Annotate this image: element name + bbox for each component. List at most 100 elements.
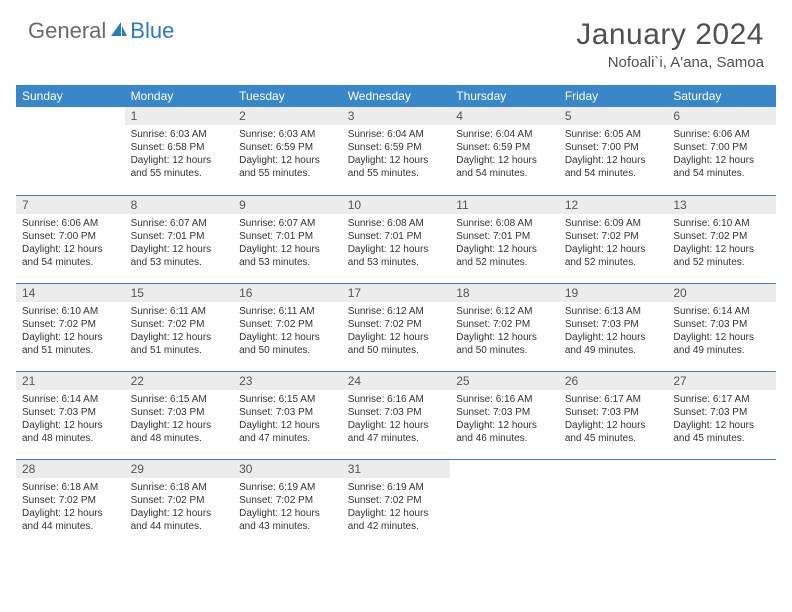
calendar-day-cell: 4Sunrise: 6:04 AMSunset: 6:59 PMDaylight… <box>450 107 559 195</box>
day-body: Sunrise: 6:09 AMSunset: 7:02 PMDaylight:… <box>559 214 668 273</box>
calendar-day-cell: 17Sunrise: 6:12 AMSunset: 7:02 PMDayligh… <box>342 283 451 371</box>
day-body: Sunrise: 6:18 AMSunset: 7:02 PMDaylight:… <box>16 478 125 537</box>
calendar-day-cell: 27Sunrise: 6:17 AMSunset: 7:03 PMDayligh… <box>667 371 776 459</box>
day-number: 8 <box>125 196 234 214</box>
day-body: Sunrise: 6:07 AMSunset: 7:01 PMDaylight:… <box>125 214 234 273</box>
calendar-day-cell: 30Sunrise: 6:19 AMSunset: 7:02 PMDayligh… <box>233 459 342 547</box>
day-number: 10 <box>342 196 451 214</box>
day-number: 3 <box>342 107 451 125</box>
calendar-day-cell: 18Sunrise: 6:12 AMSunset: 7:02 PMDayligh… <box>450 283 559 371</box>
day-number: 19 <box>559 284 668 302</box>
title-block: January 2024 Nofoali`i, A'ana, Samoa <box>576 18 764 71</box>
day-number: 16 <box>233 284 342 302</box>
calendar-week-row: 28Sunrise: 6:18 AMSunset: 7:02 PMDayligh… <box>16 459 776 547</box>
day-body: Sunrise: 6:12 AMSunset: 7:02 PMDaylight:… <box>450 302 559 361</box>
calendar-week-row: 7Sunrise: 6:06 AMSunset: 7:00 PMDaylight… <box>16 195 776 283</box>
month-title: January 2024 <box>576 18 764 52</box>
day-number: 17 <box>342 284 451 302</box>
calendar-day-cell: 21Sunrise: 6:14 AMSunset: 7:03 PMDayligh… <box>16 371 125 459</box>
day-number: 29 <box>125 460 234 478</box>
day-body: Sunrise: 6:15 AMSunset: 7:03 PMDaylight:… <box>125 390 234 449</box>
day-body: Sunrise: 6:10 AMSunset: 7:02 PMDaylight:… <box>16 302 125 361</box>
page-header: General Blue January 2024 Nofoali`i, A'a… <box>0 0 792 79</box>
day-body: Sunrise: 6:10 AMSunset: 7:02 PMDaylight:… <box>667 214 776 273</box>
day-body: Sunrise: 6:18 AMSunset: 7:02 PMDaylight:… <box>125 478 234 537</box>
calendar-day-cell: 15Sunrise: 6:11 AMSunset: 7:02 PMDayligh… <box>125 283 234 371</box>
day-number: 7 <box>16 196 125 214</box>
day-number: 24 <box>342 372 451 390</box>
calendar-day-cell: 26Sunrise: 6:17 AMSunset: 7:03 PMDayligh… <box>559 371 668 459</box>
calendar-day-cell: 5Sunrise: 6:05 AMSunset: 7:00 PMDaylight… <box>559 107 668 195</box>
calendar-day-cell: 23Sunrise: 6:15 AMSunset: 7:03 PMDayligh… <box>233 371 342 459</box>
calendar-week-row: . 1Sunrise: 6:03 AMSunset: 6:58 PMDaylig… <box>16 107 776 195</box>
weekday-header: Saturday <box>667 85 776 107</box>
calendar-day-cell: 9Sunrise: 6:07 AMSunset: 7:01 PMDaylight… <box>233 195 342 283</box>
calendar-day-cell: 8Sunrise: 6:07 AMSunset: 7:01 PMDaylight… <box>125 195 234 283</box>
calendar-day-cell: . <box>667 459 776 547</box>
day-body: Sunrise: 6:06 AMSunset: 7:00 PMDaylight:… <box>667 125 776 184</box>
calendar-day-cell: 10Sunrise: 6:08 AMSunset: 7:01 PMDayligh… <box>342 195 451 283</box>
day-number: 25 <box>450 372 559 390</box>
calendar-day-cell: 31Sunrise: 6:19 AMSunset: 7:02 PMDayligh… <box>342 459 451 547</box>
day-body: Sunrise: 6:03 AMSunset: 6:58 PMDaylight:… <box>125 125 234 184</box>
day-body: Sunrise: 6:15 AMSunset: 7:03 PMDaylight:… <box>233 390 342 449</box>
day-number: 1 <box>125 107 234 125</box>
day-body: Sunrise: 6:13 AMSunset: 7:03 PMDaylight:… <box>559 302 668 361</box>
calendar-day-cell: 29Sunrise: 6:18 AMSunset: 7:02 PMDayligh… <box>125 459 234 547</box>
calendar-day-cell: 25Sunrise: 6:16 AMSunset: 7:03 PMDayligh… <box>450 371 559 459</box>
calendar-day-cell: 3Sunrise: 6:04 AMSunset: 6:59 PMDaylight… <box>342 107 451 195</box>
day-body: Sunrise: 6:03 AMSunset: 6:59 PMDaylight:… <box>233 125 342 184</box>
day-number: 28 <box>16 460 125 478</box>
day-number: 15 <box>125 284 234 302</box>
day-number: 22 <box>125 372 234 390</box>
day-number: 20 <box>667 284 776 302</box>
calendar-day-cell: 7Sunrise: 6:06 AMSunset: 7:00 PMDaylight… <box>16 195 125 283</box>
day-body: Sunrise: 6:08 AMSunset: 7:01 PMDaylight:… <box>342 214 451 273</box>
day-body: Sunrise: 6:08 AMSunset: 7:01 PMDaylight:… <box>450 214 559 273</box>
logo-text-left: General <box>28 18 106 44</box>
day-number: 27 <box>667 372 776 390</box>
day-number: 6 <box>667 107 776 125</box>
calendar-day-cell: 6Sunrise: 6:06 AMSunset: 7:00 PMDaylight… <box>667 107 776 195</box>
weekday-header-row: SundayMondayTuesdayWednesdayThursdayFrid… <box>16 85 776 107</box>
calendar-week-row: 14Sunrise: 6:10 AMSunset: 7:02 PMDayligh… <box>16 283 776 371</box>
calendar-body: . 1Sunrise: 6:03 AMSunset: 6:58 PMDaylig… <box>16 107 776 547</box>
day-body: Sunrise: 6:04 AMSunset: 6:59 PMDaylight:… <box>342 125 451 184</box>
calendar-day-cell: . <box>16 107 125 195</box>
calendar-week-row: 21Sunrise: 6:14 AMSunset: 7:03 PMDayligh… <box>16 371 776 459</box>
day-body: Sunrise: 6:19 AMSunset: 7:02 PMDaylight:… <box>233 478 342 537</box>
day-body: Sunrise: 6:11 AMSunset: 7:02 PMDaylight:… <box>125 302 234 361</box>
day-number: 12 <box>559 196 668 214</box>
day-body: Sunrise: 6:07 AMSunset: 7:01 PMDaylight:… <box>233 214 342 273</box>
day-body: Sunrise: 6:06 AMSunset: 7:00 PMDaylight:… <box>16 214 125 273</box>
calendar-day-cell: 24Sunrise: 6:16 AMSunset: 7:03 PMDayligh… <box>342 371 451 459</box>
sail-icon <box>109 18 129 44</box>
day-body: Sunrise: 6:12 AMSunset: 7:02 PMDaylight:… <box>342 302 451 361</box>
calendar-day-cell: 14Sunrise: 6:10 AMSunset: 7:02 PMDayligh… <box>16 283 125 371</box>
calendar-day-cell: . <box>559 459 668 547</box>
calendar-day-cell: 12Sunrise: 6:09 AMSunset: 7:02 PMDayligh… <box>559 195 668 283</box>
day-body: Sunrise: 6:04 AMSunset: 6:59 PMDaylight:… <box>450 125 559 184</box>
calendar-day-cell: 20Sunrise: 6:14 AMSunset: 7:03 PMDayligh… <box>667 283 776 371</box>
calendar-day-cell: 22Sunrise: 6:15 AMSunset: 7:03 PMDayligh… <box>125 371 234 459</box>
day-body: Sunrise: 6:14 AMSunset: 7:03 PMDaylight:… <box>16 390 125 449</box>
day-body: Sunrise: 6:16 AMSunset: 7:03 PMDaylight:… <box>342 390 451 449</box>
day-number: 31 <box>342 460 451 478</box>
calendar-day-cell: . <box>450 459 559 547</box>
day-body: Sunrise: 6:16 AMSunset: 7:03 PMDaylight:… <box>450 390 559 449</box>
logo-text-right: Blue <box>130 18 174 44</box>
weekday-header: Tuesday <box>233 85 342 107</box>
weekday-header: Thursday <box>450 85 559 107</box>
weekday-header: Wednesday <box>342 85 451 107</box>
day-body: Sunrise: 6:05 AMSunset: 7:00 PMDaylight:… <box>559 125 668 184</box>
calendar-day-cell: 11Sunrise: 6:08 AMSunset: 7:01 PMDayligh… <box>450 195 559 283</box>
calendar-day-cell: 2Sunrise: 6:03 AMSunset: 6:59 PMDaylight… <box>233 107 342 195</box>
day-number: 5 <box>559 107 668 125</box>
calendar-day-cell: 1Sunrise: 6:03 AMSunset: 6:58 PMDaylight… <box>125 107 234 195</box>
logo: General Blue <box>28 18 174 44</box>
calendar-day-cell: 16Sunrise: 6:11 AMSunset: 7:02 PMDayligh… <box>233 283 342 371</box>
location-text: Nofoali`i, A'ana, Samoa <box>576 54 764 71</box>
calendar-day-cell: 13Sunrise: 6:10 AMSunset: 7:02 PMDayligh… <box>667 195 776 283</box>
weekday-header: Sunday <box>16 85 125 107</box>
calendar-day-cell: 19Sunrise: 6:13 AMSunset: 7:03 PMDayligh… <box>559 283 668 371</box>
